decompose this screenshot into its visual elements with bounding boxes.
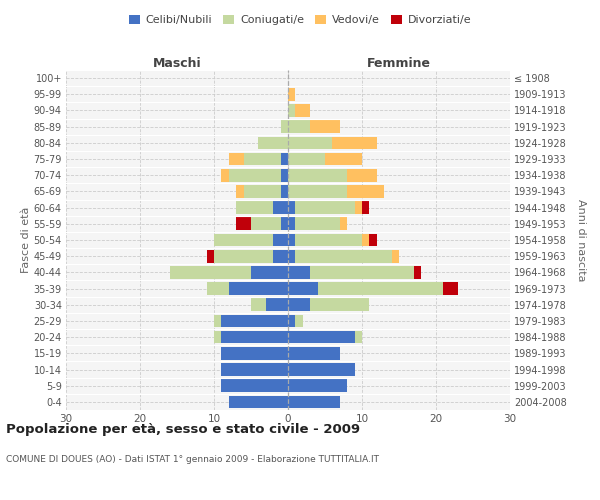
Bar: [281, 185, 288, 198]
Bar: [273, 234, 288, 246]
Bar: [340, 218, 347, 230]
Bar: [288, 314, 295, 328]
Bar: [229, 169, 281, 181]
Bar: [221, 331, 288, 344]
Bar: [170, 266, 251, 278]
Bar: [214, 250, 273, 262]
Bar: [273, 202, 288, 214]
Legend: Celibi/Nubili, Coniugati/e, Vedovi/e, Divorziati/e: Celibi/Nubili, Coniugati/e, Vedovi/e, Di…: [124, 10, 476, 30]
Bar: [414, 266, 421, 278]
Bar: [288, 169, 347, 181]
Y-axis label: Anni di nascita: Anni di nascita: [577, 198, 586, 281]
Bar: [295, 234, 362, 246]
Bar: [266, 298, 288, 311]
Bar: [206, 250, 214, 262]
Bar: [221, 169, 229, 181]
Bar: [443, 282, 458, 295]
Bar: [295, 104, 310, 117]
Bar: [310, 120, 340, 133]
Bar: [310, 298, 370, 311]
Bar: [295, 202, 355, 214]
Bar: [288, 363, 355, 376]
Bar: [362, 202, 370, 214]
Bar: [288, 282, 317, 295]
Bar: [281, 152, 288, 166]
Bar: [355, 202, 362, 214]
Bar: [288, 218, 295, 230]
Text: Maschi: Maschi: [152, 57, 202, 70]
Bar: [229, 152, 244, 166]
Bar: [281, 120, 288, 133]
Bar: [251, 266, 288, 278]
Bar: [392, 250, 399, 262]
Bar: [281, 169, 288, 181]
Bar: [259, 136, 288, 149]
Bar: [244, 185, 281, 198]
Bar: [229, 396, 288, 408]
Bar: [244, 152, 281, 166]
Text: Popolazione per età, sesso e stato civile - 2009: Popolazione per età, sesso e stato civil…: [6, 422, 360, 436]
Bar: [221, 347, 288, 360]
Bar: [281, 218, 288, 230]
Bar: [288, 396, 340, 408]
Bar: [288, 331, 355, 344]
Bar: [355, 331, 362, 344]
Bar: [370, 234, 377, 246]
Bar: [288, 234, 295, 246]
Bar: [362, 234, 370, 246]
Bar: [236, 202, 273, 214]
Bar: [295, 314, 303, 328]
Bar: [288, 298, 310, 311]
Bar: [214, 234, 273, 246]
Bar: [206, 282, 229, 295]
Bar: [273, 250, 288, 262]
Bar: [251, 298, 266, 311]
Bar: [295, 218, 340, 230]
Bar: [317, 282, 443, 295]
Bar: [236, 185, 244, 198]
Bar: [229, 282, 288, 295]
Bar: [347, 185, 384, 198]
Bar: [236, 218, 251, 230]
Text: COMUNE DI DOUES (AO) - Dati ISTAT 1° gennaio 2009 - Elaborazione TUTTITALIA.IT: COMUNE DI DOUES (AO) - Dati ISTAT 1° gen…: [6, 455, 379, 464]
Bar: [310, 266, 414, 278]
Bar: [288, 185, 347, 198]
Bar: [288, 380, 347, 392]
Bar: [288, 266, 310, 278]
Bar: [214, 331, 221, 344]
Bar: [288, 88, 295, 101]
Bar: [288, 136, 332, 149]
Bar: [221, 380, 288, 392]
Text: Femmine: Femmine: [367, 57, 431, 70]
Bar: [221, 314, 288, 328]
Bar: [347, 169, 377, 181]
Bar: [288, 347, 340, 360]
Bar: [288, 120, 310, 133]
Bar: [288, 104, 295, 117]
Bar: [288, 250, 295, 262]
Bar: [332, 136, 377, 149]
Bar: [288, 202, 295, 214]
Bar: [221, 363, 288, 376]
Bar: [288, 152, 325, 166]
Bar: [214, 314, 221, 328]
Y-axis label: Fasce di età: Fasce di età: [20, 207, 31, 273]
Bar: [325, 152, 362, 166]
Bar: [251, 218, 281, 230]
Bar: [295, 250, 392, 262]
